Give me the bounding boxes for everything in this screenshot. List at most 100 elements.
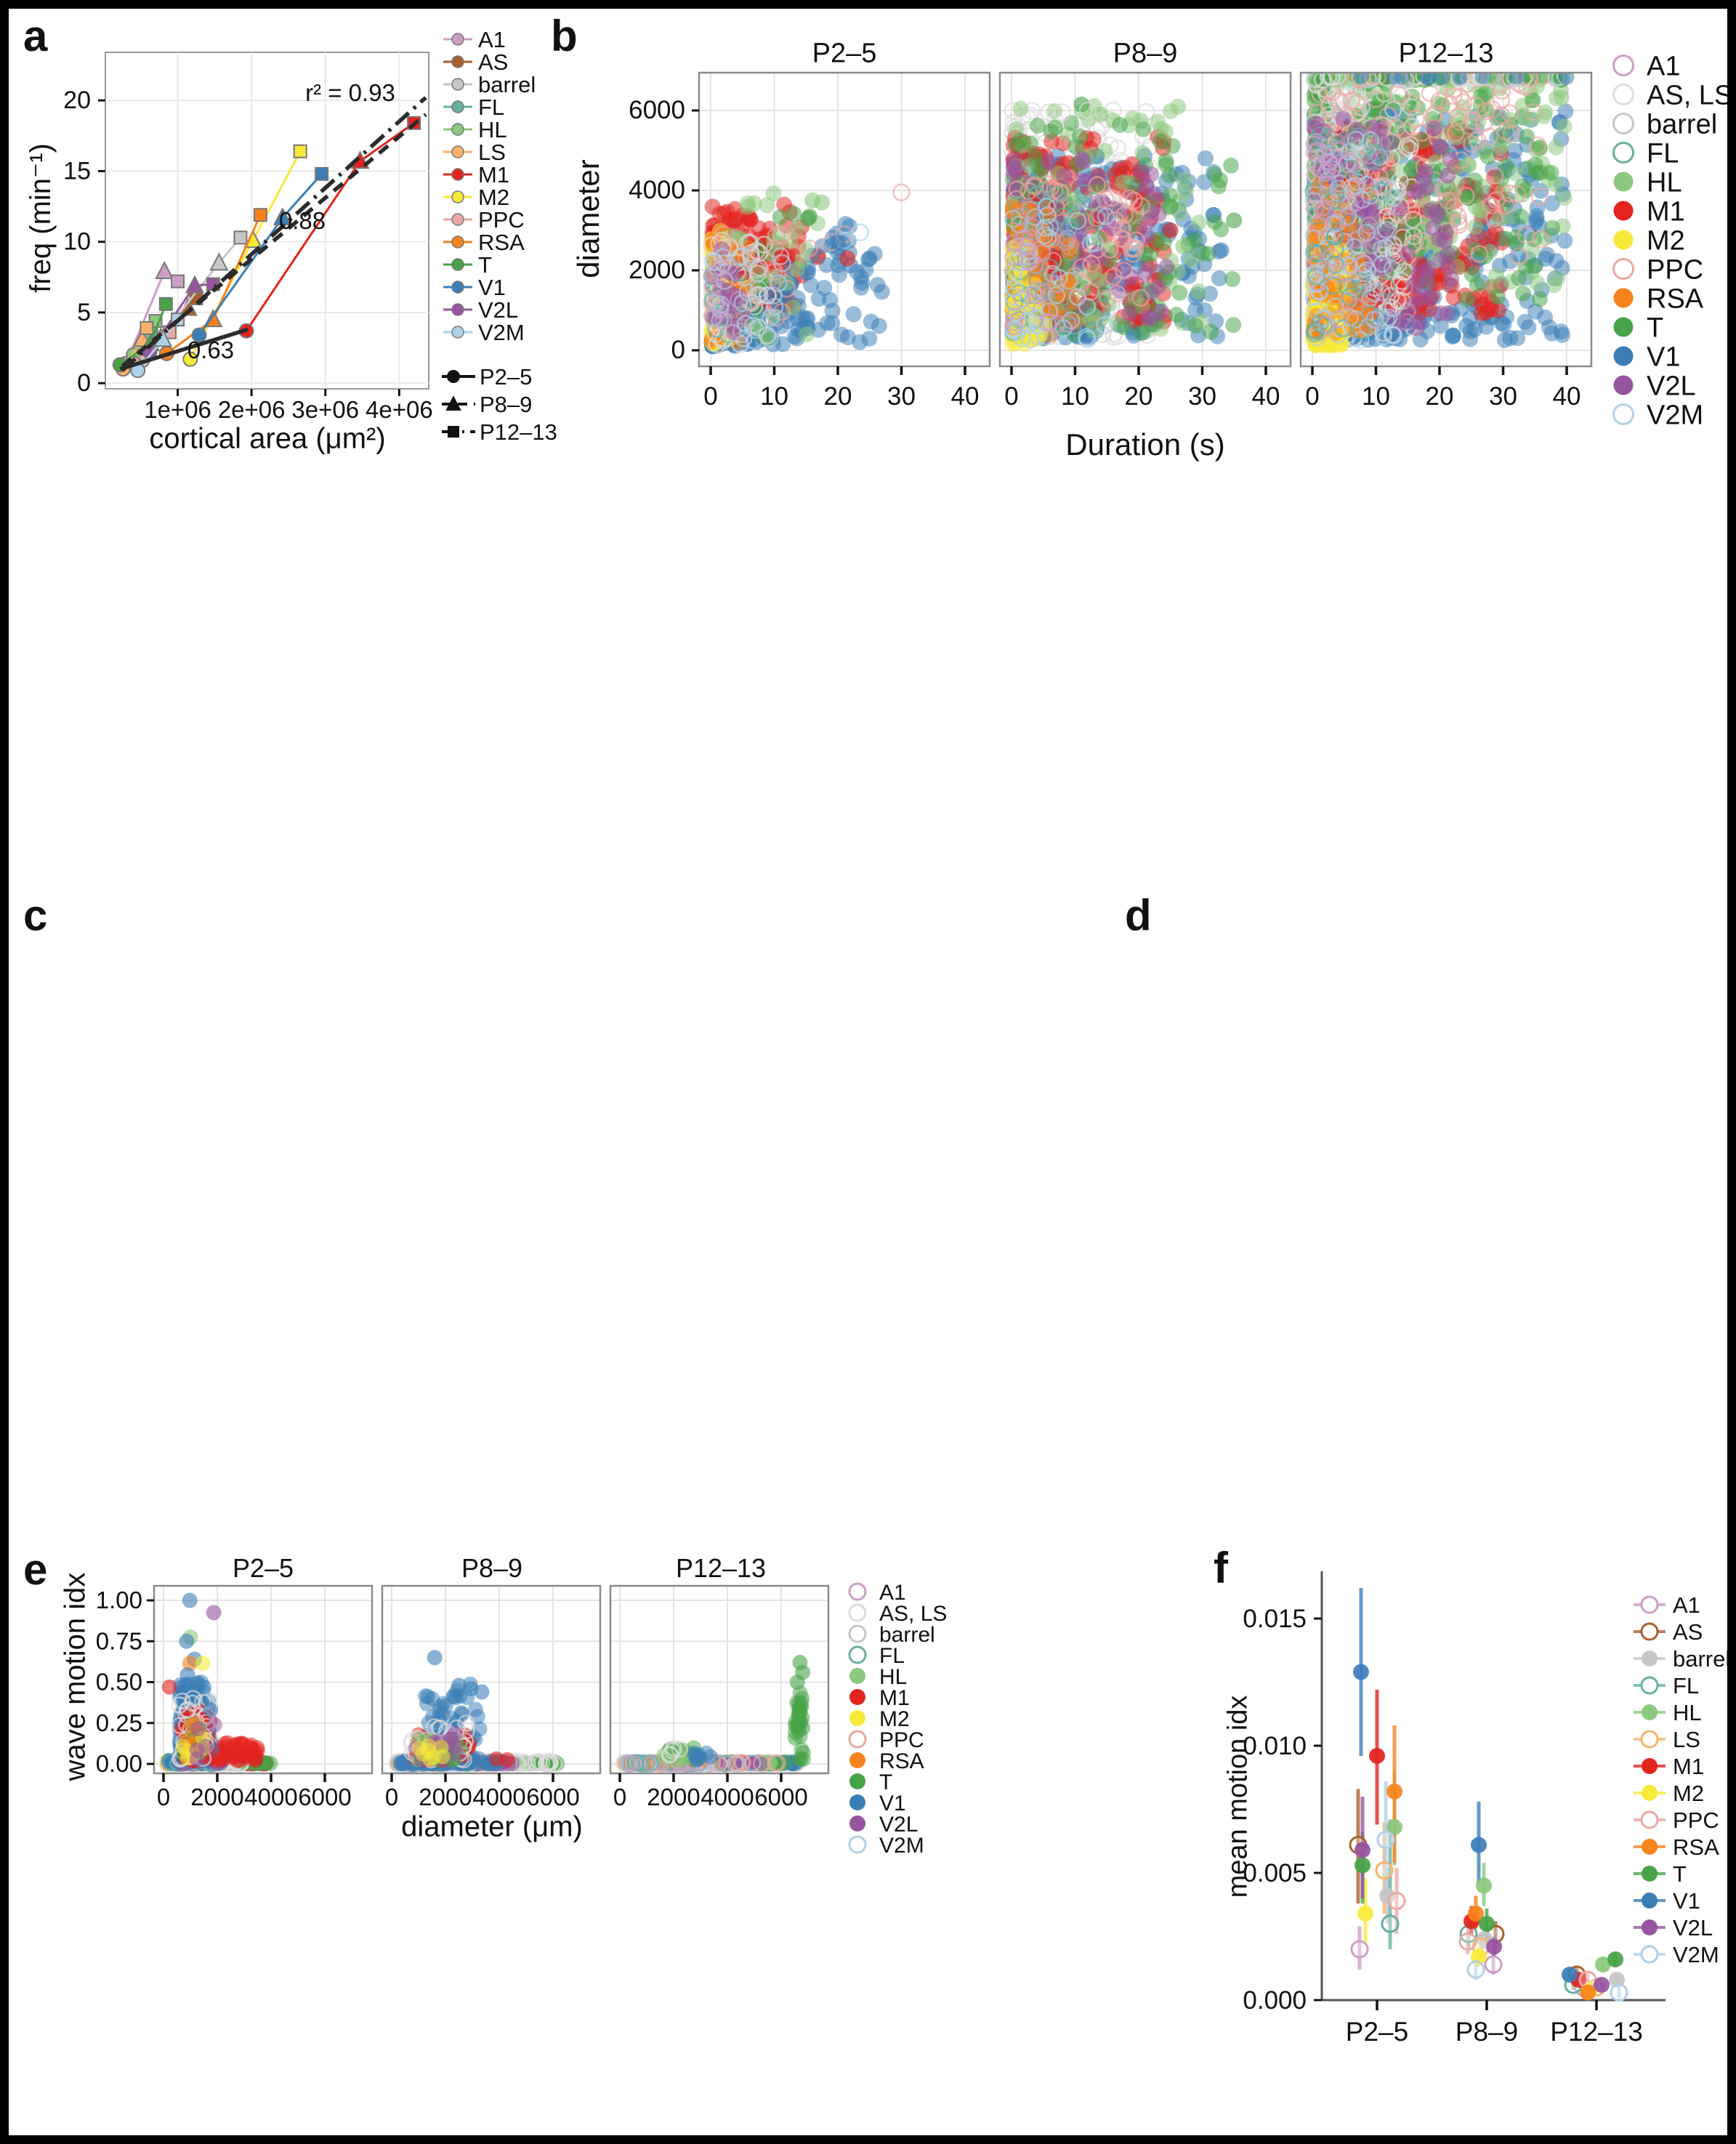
data-point-ASLS [1381, 286, 1400, 305]
data-point-V2L [1365, 119, 1381, 136]
data-point-A1 [704, 309, 723, 328]
data-point-FL [1061, 243, 1079, 262]
data-point-PPC [1124, 245, 1142, 263]
panel-a: 1e+06 2e+06 3e+06 4e+0605101520A1ASbarrelFL… [63, 27, 557, 445]
data-point-V2M [749, 280, 768, 298]
fit-line-P2–5 [119, 327, 249, 371]
data-point-M1 [704, 198, 721, 215]
data-point-V2L [1437, 233, 1453, 249]
data-point-V2M [1038, 206, 1057, 225]
data-point-V2M [1374, 327, 1393, 346]
fit-line-P12–13 [121, 96, 427, 372]
data-point-V2L [1075, 153, 1091, 170]
data-point-PPC [1073, 258, 1091, 276]
data-point-V1 [824, 315, 841, 331]
data-point-V2M [1361, 186, 1380, 205]
data-point-V2L [1410, 183, 1427, 200]
data-point-PPC [1367, 90, 1385, 108]
data-point-V2L [1429, 208, 1446, 225]
panel-b-facet-1: 0 10 20 30 40 [998, 71, 1292, 411]
legend-marker-PPC [1612, 258, 1634, 280]
data-point-T [1126, 211, 1143, 227]
data-point-V1 [1434, 73, 1450, 86]
data-point-FL [1372, 182, 1390, 200]
data-point-V2M [733, 294, 751, 313]
data-point-PPC [1476, 102, 1495, 121]
data-point-HL [1517, 110, 1533, 126]
data-point-ASLS [1319, 73, 1338, 86]
y-tick-label: 15 [63, 157, 91, 185]
legend-label: barrel [478, 72, 536, 97]
data-point-V2M [1355, 264, 1373, 283]
data-point-A1 [1331, 265, 1349, 284]
data-point-V2L [1133, 164, 1150, 180]
data-point-M1 [226, 1737, 242, 1753]
data-point-T [1464, 266, 1480, 283]
data-point-HL [759, 197, 775, 214]
data-point-V1 [803, 277, 820, 294]
data-point-A1 [1328, 310, 1347, 329]
data-point-A1 [714, 311, 732, 330]
legend-marker [451, 78, 464, 91]
data-point-V2M [1047, 286, 1066, 305]
data-point-HL [1492, 140, 1509, 156]
data-point-ASLS [745, 297, 764, 316]
data-point-V1 [1558, 73, 1575, 86]
x-tick-label: 2e+06 [218, 396, 286, 423]
legend-marker-HL [1613, 172, 1634, 192]
data-point-V2M [1028, 308, 1046, 327]
data-point-V1 [1451, 73, 1468, 86]
data-point-A1 [732, 322, 751, 341]
facet-points [1304, 73, 1575, 354]
legend-marker [451, 123, 464, 136]
data-point-V2L [1426, 120, 1442, 137]
data-point-T [1125, 175, 1142, 192]
data-point-V2L [1440, 167, 1456, 184]
data-point-V2L [1040, 153, 1057, 170]
data-point-A1 [1317, 164, 1335, 182]
data-point-FL [1307, 267, 1325, 286]
y-tick-label: 4000 [629, 176, 685, 204]
data-point-PPC [767, 227, 786, 246]
data-point-M1 [248, 1745, 264, 1761]
data-point-T [1067, 138, 1084, 155]
data-point-A1 [1365, 311, 1384, 329]
legend-label: T [478, 252, 492, 278]
y-tick-label: 10 [63, 228, 91, 256]
x-tick-label: 0 [1004, 382, 1018, 411]
data-point-V2M [723, 323, 742, 342]
data-point-V2M [1345, 238, 1364, 257]
legend-label: HL [1647, 168, 1682, 198]
data-point-V2M [1384, 326, 1402, 344]
data-point-A1 [1347, 193, 1365, 212]
legend-label: V2L [1647, 371, 1696, 402]
data-point-T [1477, 85, 1494, 102]
data-point-V1 [845, 306, 862, 323]
data-point-T [1514, 285, 1531, 302]
plots-layer: 1e+06 2e+06 3e+06 4e+0605101520A1ASbarrelFL… [63, 27, 1727, 2047]
data-point-T [1162, 198, 1179, 214]
data-point-V2M [1306, 265, 1324, 284]
data-point-T [1012, 132, 1028, 149]
data-point-V2L [1399, 246, 1416, 262]
data-point-T [1532, 291, 1549, 307]
data-point-V2M [765, 297, 784, 316]
x-tick-label: 30 [887, 382, 916, 411]
data-point-T [1027, 149, 1043, 166]
data-point-HL [1467, 219, 1484, 235]
data-point-A1 [1318, 185, 1337, 203]
data-point-A1 [1004, 248, 1023, 266]
data-point-A1 [1360, 216, 1378, 235]
data-point-PPC [1113, 219, 1131, 238]
x-tick-label: 20 [1125, 382, 1153, 411]
data-point-T [1526, 258, 1543, 275]
data-point-V2M [1077, 328, 1096, 347]
data-point-V1 [1394, 73, 1410, 85]
data-point-PPC [1368, 73, 1387, 86]
data-point-PPC [1470, 245, 1489, 263]
data-point-V2L [1143, 285, 1160, 302]
data-point-FL [1074, 196, 1093, 214]
data-point-PPC [1468, 131, 1487, 150]
data-point-V2M [746, 321, 765, 339]
